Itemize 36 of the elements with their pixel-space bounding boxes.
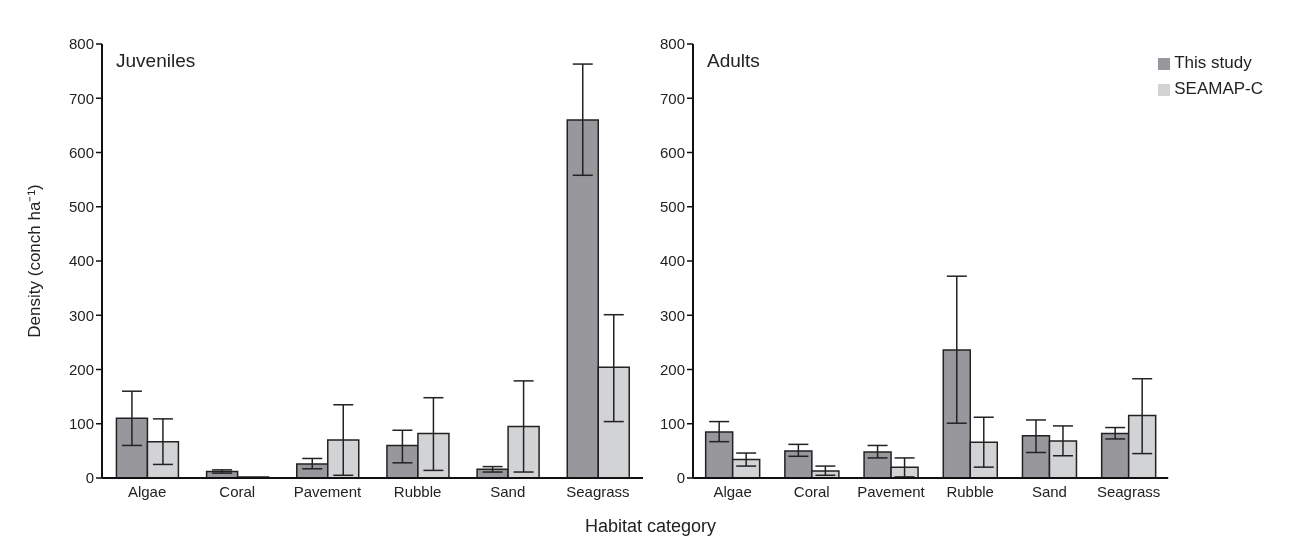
x-tick-label: Sand <box>1031 482 1067 500</box>
y-tick-label: 600 <box>68 143 94 161</box>
x-tick-label: Pavement <box>857 482 926 500</box>
y-axis-title: Density (conch ha⁻¹) <box>25 184 45 338</box>
y-tick-label: 100 <box>659 415 685 433</box>
y-tick-label: 100 <box>68 415 94 433</box>
y-tick-label: 200 <box>68 360 94 378</box>
y-tick-label: 700 <box>659 89 685 107</box>
x-tick-label: Seagrass <box>566 482 630 500</box>
x-axis-title: Habitat category <box>583 516 718 537</box>
y-tick-label: 400 <box>659 252 685 270</box>
legend-label: SEAMAP-C <box>1174 79 1263 98</box>
x-tick-label: Pavement <box>293 482 363 500</box>
y-tick-label: 200 <box>659 360 685 378</box>
chart-title: Adults <box>707 50 760 72</box>
x-tick-label: Sand <box>490 482 526 500</box>
y-tick-label: 300 <box>68 306 94 324</box>
x-tick-label: Algae <box>127 482 167 500</box>
y-tick-label: 0 <box>676 469 685 487</box>
y-tick-label: 800 <box>659 35 685 53</box>
y-tick-label: 600 <box>659 143 685 161</box>
x-tick-label: Coral <box>219 482 256 500</box>
x-tick-label: Coral <box>793 482 830 500</box>
y-tick-label: 400 <box>68 252 94 270</box>
y-tick-label: 0 <box>85 469 94 487</box>
x-tick-label: Rubble <box>946 482 994 500</box>
x-tick-label: Rubble <box>393 482 442 500</box>
chart-title: Juveniles <box>116 50 196 72</box>
y-tick-label: 700 <box>68 89 94 107</box>
y-tick-label: 500 <box>68 198 94 216</box>
y-tick-label: 800 <box>68 35 94 53</box>
y-tick-label: 300 <box>659 306 685 324</box>
legend-label: This study <box>1174 53 1252 72</box>
y-tick-label: 500 <box>659 198 685 216</box>
x-tick-label: Algae <box>713 482 752 500</box>
x-tick-label: Seagrass <box>1096 482 1161 500</box>
